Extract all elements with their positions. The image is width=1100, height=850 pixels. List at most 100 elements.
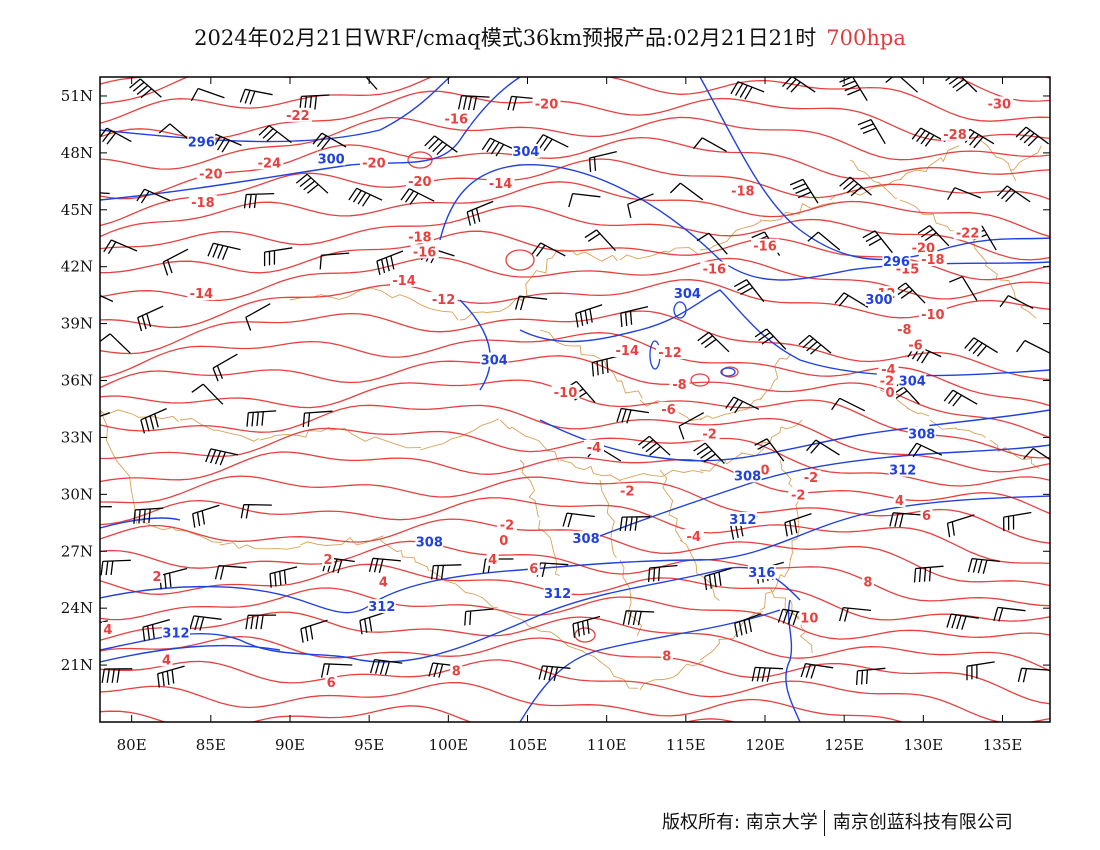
- wind-barb: [622, 610, 655, 626]
- lat-tick-label: 39N: [61, 315, 93, 333]
- temperature-label: 6: [922, 509, 931, 524]
- temperature-label-bg: [683, 528, 704, 543]
- wind-barb: [189, 615, 222, 631]
- temperature-label-bg: [893, 492, 906, 507]
- border-line: [759, 557, 792, 611]
- wind-barb: [754, 438, 785, 462]
- wind-barb: [514, 295, 548, 311]
- temperature-label: 8: [863, 576, 872, 591]
- border-line: [379, 289, 459, 321]
- temperature-isotherm: [100, 136, 1050, 200]
- wind-barb: [214, 564, 247, 580]
- wind-barb: [619, 516, 651, 532]
- temperature-isotherm: [100, 587, 1050, 640]
- temperature-isotherm: [100, 355, 1050, 439]
- lon-tick-label: 120E: [745, 736, 785, 754]
- temperature-label-bg: [101, 621, 114, 636]
- wind-barb: [588, 150, 617, 173]
- geopotential-label-bg: [898, 373, 927, 388]
- border-line: [459, 297, 523, 321]
- geopotential-label-bg: [162, 625, 190, 640]
- geopotential-label: 308: [734, 469, 761, 484]
- border-line: [989, 439, 1040, 469]
- wind-barb: [908, 442, 943, 458]
- temperature-label: -22: [956, 226, 980, 241]
- geopotential-label: 312: [729, 513, 756, 528]
- temperature-label: -20: [362, 156, 386, 171]
- wind-barb: [638, 435, 671, 456]
- border-line: [519, 459, 540, 518]
- wind-barb: [693, 442, 725, 464]
- temperature-label: -8: [897, 323, 911, 338]
- temperature-label-bg: [700, 261, 729, 276]
- temperature-label-bg: [429, 291, 458, 306]
- wind-barb: [258, 125, 292, 144]
- temperature-isotherm: [100, 77, 1050, 124]
- border-line: [499, 419, 559, 463]
- temperature-isotherm: [100, 404, 1050, 473]
- geopotential-contour: [699, 77, 1050, 261]
- lon-tick-label: 95E: [354, 736, 384, 754]
- temperature-label: 4: [162, 653, 171, 668]
- border-line: [559, 249, 618, 262]
- temperature-isotherm: [100, 497, 1050, 565]
- temperature-label: -14: [489, 177, 513, 192]
- wind-barb: [839, 176, 872, 197]
- lat-tick-label: 51N: [61, 87, 93, 105]
- wind-barb: [269, 566, 298, 588]
- wind-barb: [140, 408, 167, 434]
- geopotential-label: 312: [162, 627, 189, 642]
- temperature-label: -18: [731, 185, 755, 200]
- lat-tick-label: 21N: [61, 656, 93, 674]
- border-line: [759, 202, 835, 222]
- geopotential-contour: [539, 409, 1050, 462]
- wind-barb: [733, 279, 765, 303]
- wind-barb: [207, 242, 241, 260]
- wind-barb: [348, 187, 383, 207]
- temperature-label: -6: [661, 403, 675, 418]
- temperature-isotherm: [100, 158, 1050, 227]
- wind-barb: [299, 94, 330, 111]
- border-line: [619, 559, 643, 636]
- wind-barb: [538, 665, 571, 681]
- province-borders: [100, 139, 1042, 691]
- geopotential-label: 300: [318, 152, 345, 167]
- temperature-label-bg: [551, 384, 580, 399]
- border-line: [979, 139, 1017, 181]
- temperature-isotherm: [100, 659, 1050, 722]
- wind-barb: [295, 173, 329, 194]
- geopotential-labels: 296 300 304 304 304 300 296 304 308 312 308 312 316 3…: [162, 134, 936, 642]
- temperature-label-bg: [617, 483, 638, 498]
- temperature-label: -2: [500, 519, 514, 534]
- geopotential-label-bg: [673, 286, 702, 301]
- temperature-label-bg: [728, 183, 757, 198]
- lat-tick-label: 48N: [61, 144, 93, 162]
- temperature-label-bg: [359, 155, 388, 170]
- border-line: [899, 145, 960, 181]
- wind-barb: [100, 559, 131, 576]
- geopotential-label-bg: [728, 511, 757, 526]
- temperature-closed-contour: [574, 627, 596, 643]
- temperature-label-bg: [405, 229, 434, 244]
- wind-barb: [1017, 667, 1050, 683]
- temperature-label: 0: [499, 534, 508, 549]
- temperature-label: -30: [988, 97, 1012, 112]
- wind-barb: [839, 77, 868, 101]
- temperature-label-bg: [613, 343, 642, 358]
- temperature-label-bg: [584, 439, 604, 454]
- wind-barb: [424, 135, 458, 156]
- border-line: [599, 479, 617, 558]
- wind-barb: [669, 182, 704, 201]
- wind-barb: [798, 334, 832, 355]
- geopotential-label: 308: [573, 532, 600, 547]
- wind-barb: [917, 224, 950, 247]
- temperature-label: 8: [452, 665, 461, 680]
- wind-barb: [192, 504, 220, 528]
- temperature-label-bg: [196, 166, 225, 181]
- temperature-label: 0: [886, 386, 895, 401]
- temperature-label: 6: [529, 562, 538, 577]
- border-line: [329, 428, 422, 449]
- wind-barb: [263, 247, 293, 267]
- geopotential-label: 304: [512, 145, 539, 160]
